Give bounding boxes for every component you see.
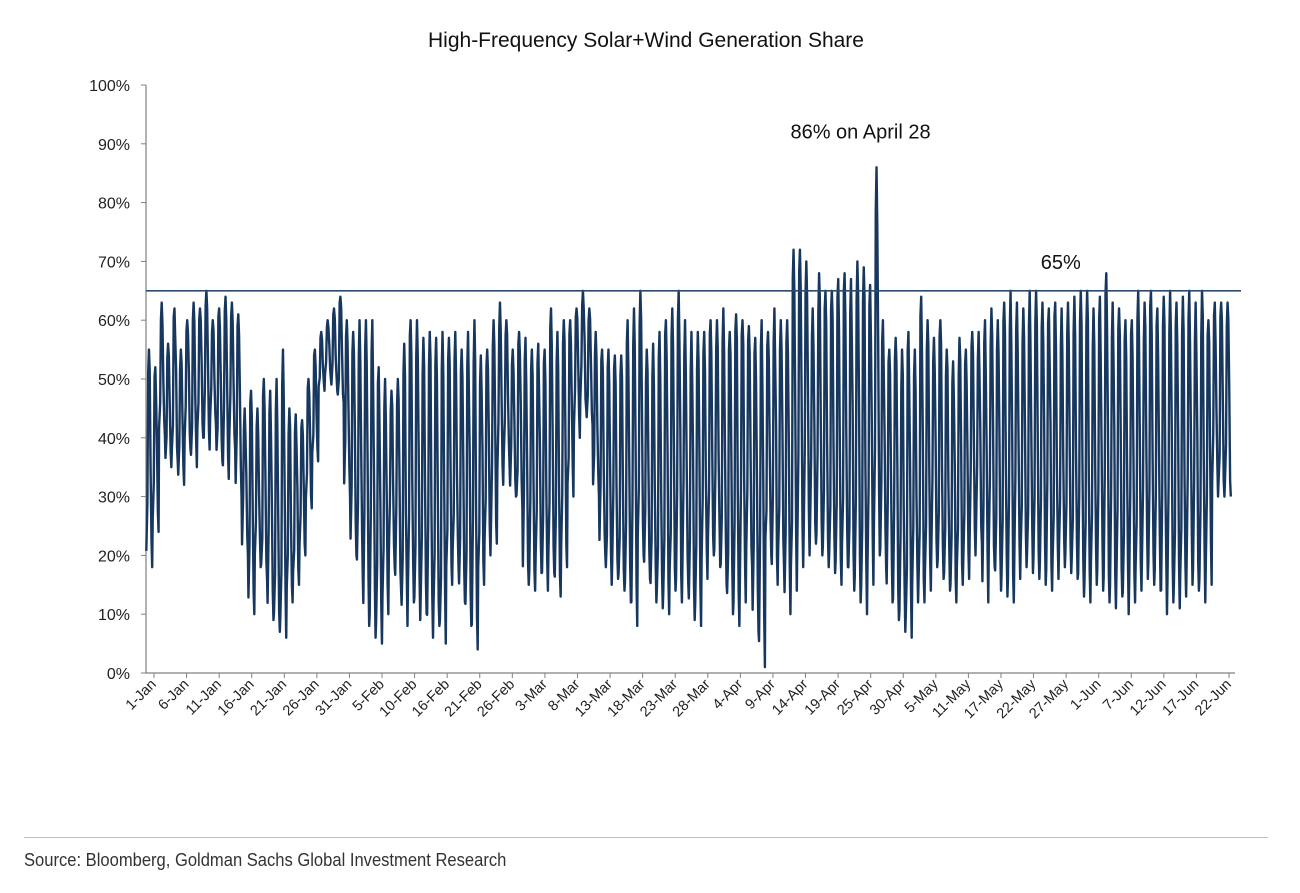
x-tick-label: 19-Apr [802,676,844,718]
y-tick-label: 90% [98,137,130,154]
source-divider [24,837,1268,838]
chart: High-Frequency Solar+Wind Generation Sha… [89,29,1241,722]
y-tick-label: 0% [107,666,130,683]
x-tick-label: 25-Apr [834,676,876,718]
x-tick-label: 1-Jun [1068,677,1105,714]
chart-title: High-Frequency Solar+Wind Generation Sha… [428,29,864,52]
source-note: Source: Bloomberg, Goldman Sachs Global … [24,850,507,870]
y-tick-label: 100% [89,78,130,95]
x-axis: 1-Jan6-Jan11-Jan16-Jan21-Jan26-Jan31-Jan… [123,672,1235,722]
x-tick-label: 3-Mar [513,676,551,714]
y-tick-label: 50% [98,372,130,389]
y-tick-label: 40% [98,431,130,448]
x-tick-label: 26-Feb [474,677,518,721]
y-axis: 0% 10% 20% 30% 40% 50% 60% 70% 80% 90% 100% [89,78,147,683]
y-tick-label: 30% [98,490,130,507]
series-line [145,166,1233,669]
y-tick-label: 20% [98,548,130,565]
x-tick-label: 28-Mar [670,676,714,720]
y-tick-label: 80% [98,196,130,213]
y-tick-label: 10% [98,607,130,624]
x-tick-label: 31-Jan [313,677,356,720]
annotation-reference-line: 65% [1041,252,1081,274]
y-tick-label: 70% [98,254,130,271]
x-tick-label: 30-Apr [867,676,909,718]
x-tick-label: 22-Jun [1192,677,1235,720]
series-layer [145,166,1233,669]
annotation-peak: 86% on April 28 [790,121,930,143]
y-tick-label: 60% [98,313,130,330]
x-tick-label: 4-Apr [710,676,747,713]
x-tick-label: 14-Apr [769,676,811,718]
